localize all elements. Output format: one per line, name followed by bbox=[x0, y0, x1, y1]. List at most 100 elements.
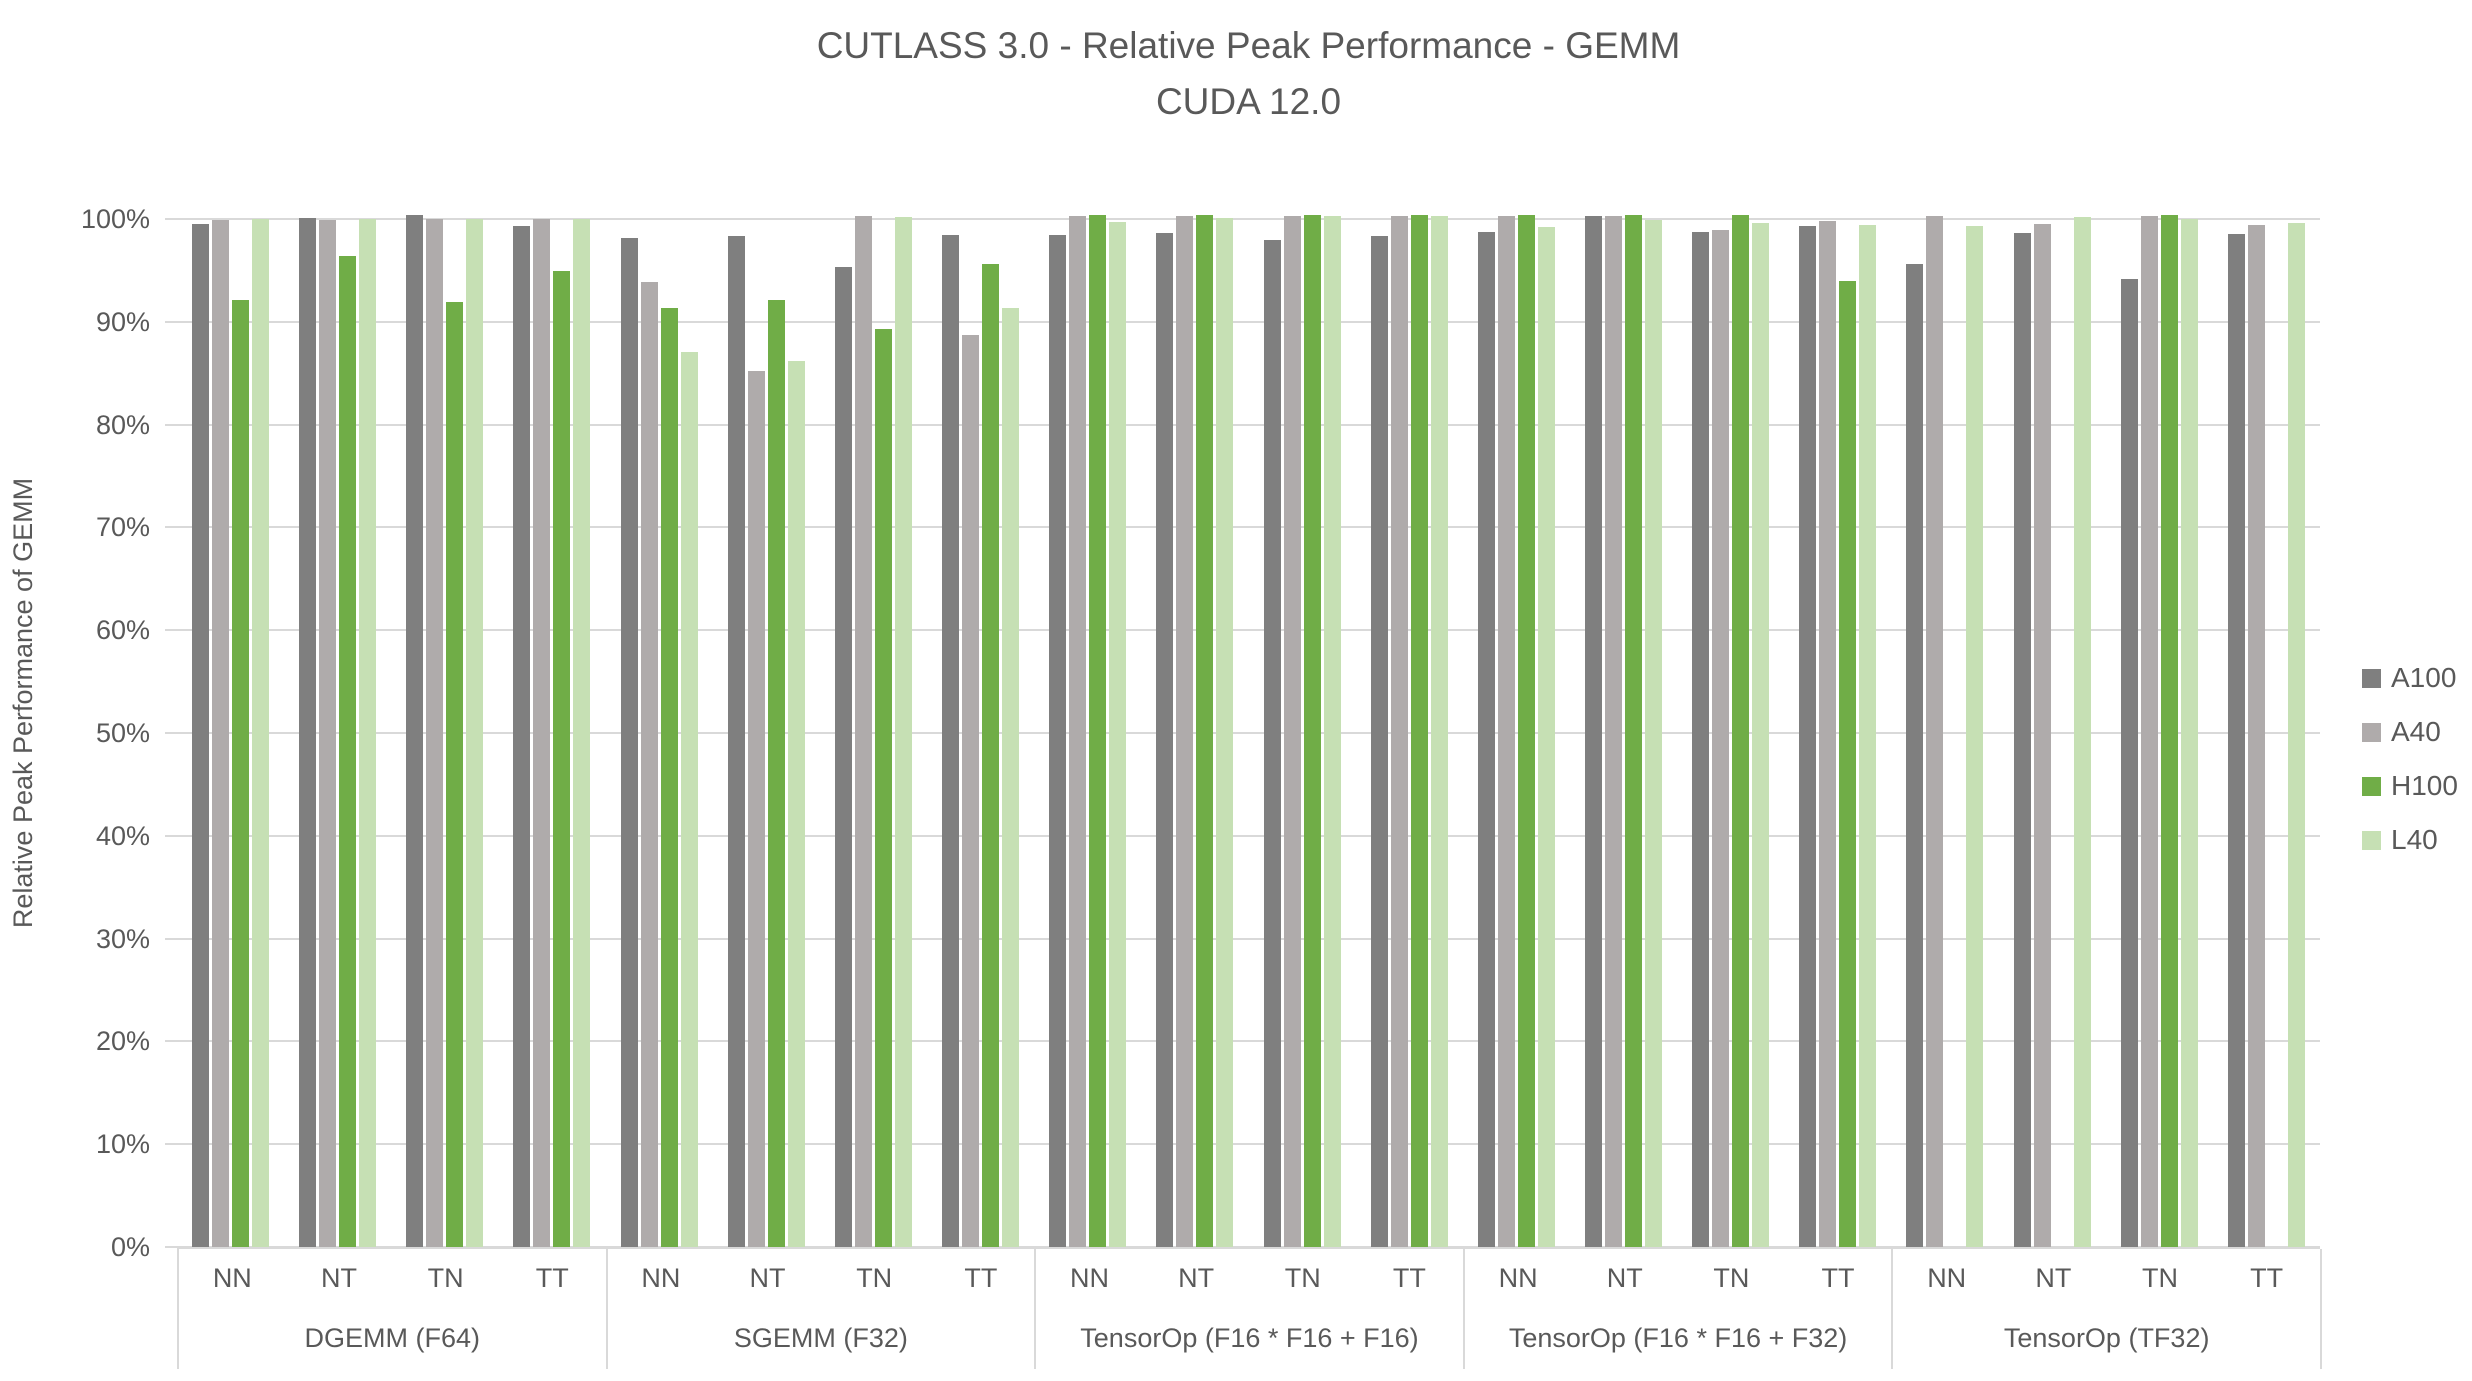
bar-A40-TensorOp (TF32)-NN bbox=[1926, 215, 1944, 1247]
bar-A100-TensorOp (F16 * F16 + F32)-NT bbox=[1585, 215, 1602, 1247]
bar-cluster-TensorOp (TF32)-NN bbox=[1891, 215, 1998, 1247]
bar-cluster-SGEMM (F32)-NT bbox=[713, 219, 820, 1247]
bar-cluster-SGEMM (F32)-NN bbox=[606, 219, 713, 1247]
bar-cluster-TensorOp (TF32)-TN bbox=[2106, 214, 2213, 1247]
bar-A100-TensorOp (F16 * F16 + F16)-NT bbox=[1156, 233, 1174, 1247]
legend-swatch-A40 bbox=[2362, 722, 2381, 742]
bar-group-TensorOp (F16 * F16 + F32) bbox=[1463, 214, 1892, 1247]
bar-H100-TensorOp (F16 * F16 + F32)-TN bbox=[1732, 214, 1750, 1247]
bar-A40-TensorOp (F16 * F16 + F32)-TN bbox=[1712, 230, 1730, 1247]
bar-A100-SGEMM (F32)-NT bbox=[727, 236, 745, 1247]
bar-A100-TensorOp (F16 * F16 + F32)-NN bbox=[1477, 232, 1495, 1247]
legend-label-L40: L40 bbox=[2391, 824, 2438, 855]
bar-A40-TensorOp (F16 * F16 + F16)-TN bbox=[1283, 215, 1301, 1247]
gridline-20% bbox=[165, 1040, 2320, 1043]
y-tick-label-10%: 10% bbox=[95, 1129, 150, 1160]
bar-A100-SGEMM (F32)-TN bbox=[834, 267, 852, 1247]
legend-item-A100: A100 bbox=[2362, 662, 2458, 693]
axis-category-row: NN NT TN TT bbox=[1465, 1249, 1892, 1308]
y-tick-label-20%: 20% bbox=[95, 1026, 150, 1057]
gridline-30% bbox=[165, 937, 2320, 940]
bar-A100-DGEMM (F64)-TT bbox=[513, 226, 531, 1247]
bar-L40-DGEMM (F64)-TT bbox=[573, 219, 591, 1247]
axis-group-SGEMM (F32): NN NT TN TT SGEMM (F32) bbox=[608, 1249, 1037, 1369]
bar-cluster-TensorOp (F16 * F16 + F32)-NN bbox=[1463, 214, 1570, 1247]
axis-category-label-TensorOp (F16 * F16 + F32)-NN: NN bbox=[1498, 1263, 1538, 1293]
bar-cluster-SGEMM (F32)-TN bbox=[820, 215, 927, 1247]
category-axis: NN NT TN TT DGEMM (F64) NN NT TN TT SGEMM (F32) NN… bbox=[177, 1247, 2322, 1369]
axis-group-TensorOp (F16 * F16 + F32): NN NT TN TT TensorOp (F16 * F16 + F32) bbox=[1465, 1249, 1894, 1369]
bar-H100-TensorOp (F16 * F16 + F16)-TN bbox=[1303, 214, 1321, 1247]
axis-group-DGEMM (F64): NN NT TN TT DGEMM (F64) bbox=[179, 1249, 608, 1369]
bar-A40-SGEMM (F32)-TT bbox=[962, 335, 980, 1247]
bar-L40-DGEMM (F64)-NT bbox=[359, 219, 377, 1247]
bar-L40-SGEMM (F32)-TN bbox=[894, 216, 912, 1247]
axis-category-label-TensorOp (F16 * F16 + F16)-NN: NN bbox=[1070, 1263, 1109, 1293]
bar-H100-SGEMM (F32)-NT bbox=[767, 300, 785, 1247]
bar-cluster-TensorOp (F16 * F16 + F16)-TT bbox=[1356, 214, 1463, 1247]
axis-category-label-TensorOp (F16 * F16 + F32)-NT: NT bbox=[1606, 1263, 1643, 1293]
bar-L40-TensorOp (F16 * F16 + F16)-TT bbox=[1430, 215, 1448, 1247]
bar-cluster-TensorOp (TF32)-NT bbox=[1999, 216, 2106, 1247]
bar-H100-TensorOp (F16 * F16 + F16)-TT bbox=[1410, 214, 1428, 1247]
axis-category-label-TensorOp (F16 * F16 + F16)-NT: NT bbox=[1178, 1263, 1215, 1293]
bar-A100-TensorOp (TF32)-NT bbox=[2013, 233, 2031, 1247]
bar-H100-SGEMM (F32)-NN bbox=[660, 308, 678, 1247]
bar-A100-SGEMM (F32)-TT bbox=[942, 235, 960, 1247]
bar-L40-SGEMM (F32)-TT bbox=[1002, 308, 1020, 1247]
axis-category-label-SGEMM (F32)-NT: NT bbox=[749, 1263, 786, 1293]
axis-category-label-TensorOp (TF32)-TN: TN bbox=[2141, 1263, 2178, 1293]
axis-group-label-SGEMM (F32): SGEMM (F32) bbox=[733, 1323, 908, 1353]
axis-category-label-TensorOp (TF32)-NT: NT bbox=[2035, 1263, 2072, 1293]
bar-cluster-DGEMM (F64)-TN bbox=[391, 214, 498, 1247]
chart-title-line1: CUTLASS 3.0 - Relative Peak Performance … bbox=[816, 25, 1681, 66]
gridline-50% bbox=[165, 732, 2320, 734]
y-tick-label-80%: 80% bbox=[95, 409, 150, 440]
axis-category-row: NN NT TN TT bbox=[1893, 1249, 2320, 1308]
axis-category-label-TensorOp (F16 * F16 + F32)-TN: TN bbox=[1713, 1263, 1750, 1293]
bar-L40-SGEMM (F32)-NN bbox=[680, 351, 698, 1247]
bar-H100-DGEMM (F64)-NT bbox=[339, 256, 357, 1247]
bar-L40-TensorOp (F16 * F16 + F32)-NN bbox=[1537, 227, 1555, 1247]
gridline-90% bbox=[165, 320, 2320, 323]
bar-H100-TensorOp (F16 * F16 + F16)-NT bbox=[1196, 214, 1214, 1247]
bar-A100-DGEMM (F64)-NT bbox=[299, 217, 317, 1247]
legend-label-A100: A100 bbox=[2391, 662, 2457, 693]
bar-H100-TensorOp (F16 * F16 + F32)-TT bbox=[1839, 280, 1857, 1247]
legend: A100 A40 H100 L40 bbox=[2362, 662, 2458, 855]
legend-label-H100: H100 bbox=[2391, 770, 2458, 801]
bar-H100-DGEMM (F64)-TN bbox=[446, 302, 464, 1247]
y-tick-label-60%: 60% bbox=[95, 615, 150, 646]
bar-cluster-TensorOp (F16 * F16 + F16)-NT bbox=[1141, 214, 1248, 1247]
bar-group-TensorOp (F16 * F16 + F16) bbox=[1034, 214, 1463, 1247]
legend-swatch-H100 bbox=[2362, 776, 2381, 796]
bar-group-SGEMM (F32) bbox=[606, 215, 1035, 1247]
bar-cluster-DGEMM (F64)-NN bbox=[177, 219, 284, 1247]
axis-category-row: NN NT TN TT bbox=[608, 1249, 1035, 1308]
bar-H100-TensorOp (TF32)-TN bbox=[2160, 214, 2178, 1247]
axis-group-TensorOp (F16 * F16 + F16): NN NT TN TT TensorOp (F16 * F16 + F16) bbox=[1036, 1249, 1465, 1369]
legend-label-A40: A40 bbox=[2391, 716, 2441, 747]
y-tick-label-30%: 30% bbox=[95, 923, 150, 954]
legend-swatch-L40 bbox=[2362, 830, 2381, 850]
bar-group-TensorOp (TF32) bbox=[1891, 214, 2320, 1247]
axis-category-label-DGEMM (F64)-TN: TN bbox=[427, 1263, 464, 1293]
bar-L40-DGEMM (F64)-NN bbox=[252, 219, 270, 1247]
axis-category-label-SGEMM (F32)-TT: TT bbox=[964, 1263, 998, 1293]
y-tick-label-0%: 0% bbox=[110, 1232, 150, 1262]
legend-swatch-A100 bbox=[2362, 668, 2381, 688]
axis-category-label-DGEMM (F64)-NT: NT bbox=[320, 1263, 357, 1293]
bar-A40-TensorOp (F16 * F16 + F32)-NN bbox=[1497, 215, 1515, 1247]
bar-A40-DGEMM (F64)-NT bbox=[319, 220, 337, 1247]
bar-A100-TensorOp (TF32)-TT bbox=[2227, 234, 2245, 1247]
bar-A40-TensorOp (F16 * F16 + F32)-NT bbox=[1605, 215, 1622, 1247]
bar-L40-TensorOp (TF32)-NN bbox=[1966, 226, 1984, 1247]
bar-A100-DGEMM (F64)-NN bbox=[192, 224, 210, 1247]
bar-A40-TensorOp (F16 * F16 + F16)-TT bbox=[1390, 215, 1408, 1247]
bar-A100-TensorOp (F16 * F16 + F16)-TT bbox=[1370, 236, 1388, 1247]
bar-H100-DGEMM (F64)-NN bbox=[232, 300, 250, 1247]
bar-cluster-TensorOp (F16 * F16 + F32)-TN bbox=[1677, 214, 1784, 1247]
y-tick-label-40%: 40% bbox=[95, 820, 150, 851]
bar-A100-SGEMM (F32)-NN bbox=[620, 237, 638, 1247]
